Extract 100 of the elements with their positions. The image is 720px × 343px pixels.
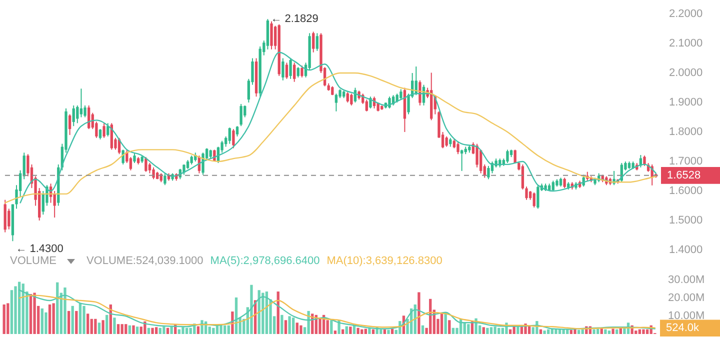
bar — [113, 318, 116, 334]
y-tick-label: 1.5000 — [669, 214, 703, 226]
annotation: ← 1.4300 — [16, 243, 64, 256]
chart-subtitle: VOLUME:524,039.1000 — [86, 255, 204, 267]
bar — [296, 322, 298, 334]
candlestick — [316, 32, 319, 52]
candlestick — [106, 122, 110, 137]
candlestick — [312, 31, 315, 53]
bar — [508, 329, 512, 334]
bar — [102, 320, 104, 334]
bar — [132, 325, 135, 334]
bar — [448, 320, 451, 334]
bar — [86, 314, 90, 334]
text: MA(10):3,639,126.8300 — [326, 255, 442, 267]
bar — [151, 328, 154, 334]
y-tick-label: 1.9000 — [669, 96, 703, 108]
bar — [224, 325, 226, 334]
bar — [440, 314, 444, 334]
candlestick — [563, 177, 566, 189]
bar — [64, 288, 66, 334]
bar — [562, 329, 565, 334]
bar — [98, 322, 101, 334]
bar — [482, 327, 485, 334]
bar — [345, 326, 348, 334]
y-tick-label: 1.7000 — [669, 156, 703, 168]
candlestick — [164, 172, 166, 186]
candlestick — [365, 99, 368, 112]
text: 524.0k — [666, 322, 700, 334]
bar — [341, 329, 344, 334]
bar — [94, 318, 97, 334]
candlestick — [289, 58, 292, 80]
bar — [467, 324, 470, 334]
bar — [604, 329, 607, 334]
bar — [490, 327, 493, 334]
bar — [418, 292, 420, 334]
bar — [380, 329, 382, 334]
bar — [106, 314, 108, 334]
candlestick — [42, 190, 44, 216]
candlestick — [445, 136, 448, 148]
bar — [56, 282, 59, 334]
candlestick — [300, 65, 304, 78]
bar — [547, 329, 550, 334]
candlestick — [232, 128, 235, 149]
candlestick — [476, 143, 478, 168]
bar — [2, 304, 6, 334]
bar — [570, 330, 573, 334]
candlestick — [293, 62, 296, 82]
bar — [227, 325, 230, 334]
bar — [638, 329, 642, 334]
candlestick — [487, 165, 490, 180]
candlestick — [148, 162, 152, 174]
candlestick — [240, 103, 242, 127]
bar — [10, 290, 14, 334]
candlestick — [643, 155, 646, 166]
bar — [300, 325, 302, 334]
bar — [18, 282, 21, 334]
text: MA(5):2,978,696.6400 — [210, 255, 320, 267]
candlestick — [521, 164, 524, 190]
candlestick — [334, 93, 338, 112]
bar — [307, 310, 310, 334]
bar — [48, 304, 52, 334]
bar — [539, 329, 542, 334]
bar — [318, 318, 322, 334]
candlestick — [228, 127, 231, 144]
bar — [612, 328, 614, 334]
bar — [82, 306, 86, 334]
candlestick — [552, 180, 554, 192]
line-series — [20, 52, 657, 204]
bar — [78, 303, 82, 334]
bar — [486, 328, 489, 334]
candlestick — [68, 114, 72, 136]
bar — [581, 329, 584, 334]
bar — [44, 312, 48, 334]
bar — [280, 314, 284, 334]
bar — [360, 329, 364, 334]
bar — [120, 324, 124, 334]
ref-line-label: 1.6528 — [667, 169, 701, 182]
candlestick — [152, 166, 155, 180]
y-tick-label: 30.00M — [668, 274, 705, 286]
bar — [158, 328, 162, 334]
candlestick — [282, 58, 284, 81]
y-tick-label: 1.8000 — [669, 126, 703, 138]
bar — [170, 326, 173, 334]
candlestick — [8, 208, 10, 230]
line-series — [4, 72, 657, 204]
bar — [334, 330, 337, 334]
bar — [220, 325, 222, 334]
candlestick — [133, 152, 136, 164]
bar — [616, 329, 618, 334]
candlestick — [296, 66, 300, 78]
bar — [330, 320, 333, 334]
bar — [574, 329, 576, 334]
bar — [71, 306, 74, 334]
candlestick — [346, 92, 349, 103]
candlestick — [76, 104, 79, 124]
candlestick — [532, 192, 536, 208]
bar — [592, 329, 596, 334]
candlestick — [72, 104, 75, 127]
chart-title: VOLUME — [10, 255, 56, 267]
y-tick-label: 1.6000 — [669, 185, 703, 197]
